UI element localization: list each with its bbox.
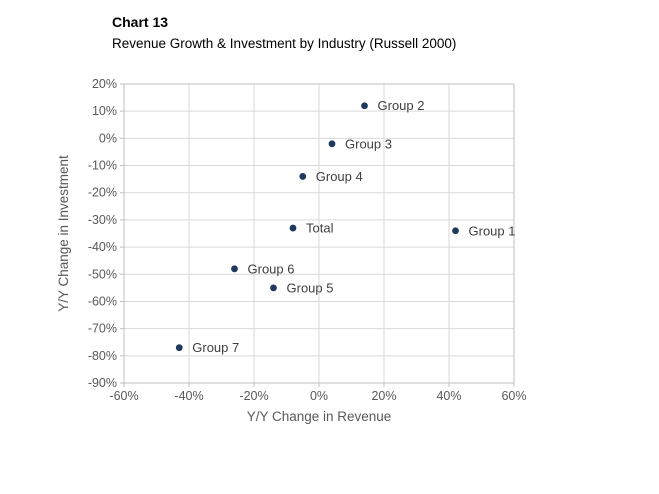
- point-label-group-7: Group 7: [192, 340, 239, 355]
- y-tick-label: 0%: [99, 131, 117, 145]
- y-tick-label: -60%: [88, 294, 117, 308]
- y-tick-label: -90%: [88, 376, 117, 390]
- data-point-group-3: [328, 140, 336, 148]
- x-tick-label: 0%: [310, 389, 328, 403]
- point-label-group-2: Group 2: [378, 98, 425, 113]
- data-point-group-7: [175, 344, 183, 352]
- x-tick-label: -20%: [239, 389, 268, 403]
- y-axis-title: Y/Y Change in Investment: [56, 155, 71, 312]
- chart-title: Chart 13: [112, 14, 169, 30]
- point-label-group-3: Group 3: [345, 136, 392, 151]
- data-point-group-5: [270, 284, 277, 292]
- point-label-group-5: Group 5: [287, 280, 334, 295]
- y-tick-label: -10%: [88, 159, 117, 173]
- data-point-group-1: [452, 227, 459, 235]
- data-point-group-2: [361, 102, 368, 110]
- point-label-total: Total: [306, 221, 334, 236]
- point-label-group-4: Group 4: [316, 169, 363, 184]
- x-tick-label: 60%: [501, 389, 526, 403]
- x-tick-label: -40%: [174, 389, 203, 403]
- y-tick-label: -20%: [88, 186, 117, 200]
- plot-area-border: [123, 83, 515, 384]
- y-tick-label: -40%: [88, 240, 117, 254]
- data-point-total: [289, 224, 297, 232]
- data-point-group-4: [299, 173, 307, 180]
- x-tick-label: 40%: [436, 389, 461, 403]
- x-tick-label: 20%: [371, 389, 396, 403]
- y-tick-label: 20%: [92, 77, 117, 91]
- data-point-group-6: [231, 265, 238, 273]
- y-tick-label: -30%: [88, 213, 117, 227]
- y-tick-label: -70%: [88, 322, 117, 336]
- chart-subtitle: Revenue Growth & Investment by Industry …: [112, 36, 457, 51]
- x-tick-label: -60%: [109, 389, 138, 403]
- point-label-group-6: Group 6: [248, 261, 295, 276]
- x-axis-title: Y/Y Change in Revenue: [247, 409, 392, 424]
- y-tick-label: 10%: [92, 104, 117, 118]
- y-tick-label: -50%: [88, 267, 117, 281]
- y-tick-label: -80%: [88, 349, 117, 363]
- point-label-group-1: Group 1: [469, 223, 516, 238]
